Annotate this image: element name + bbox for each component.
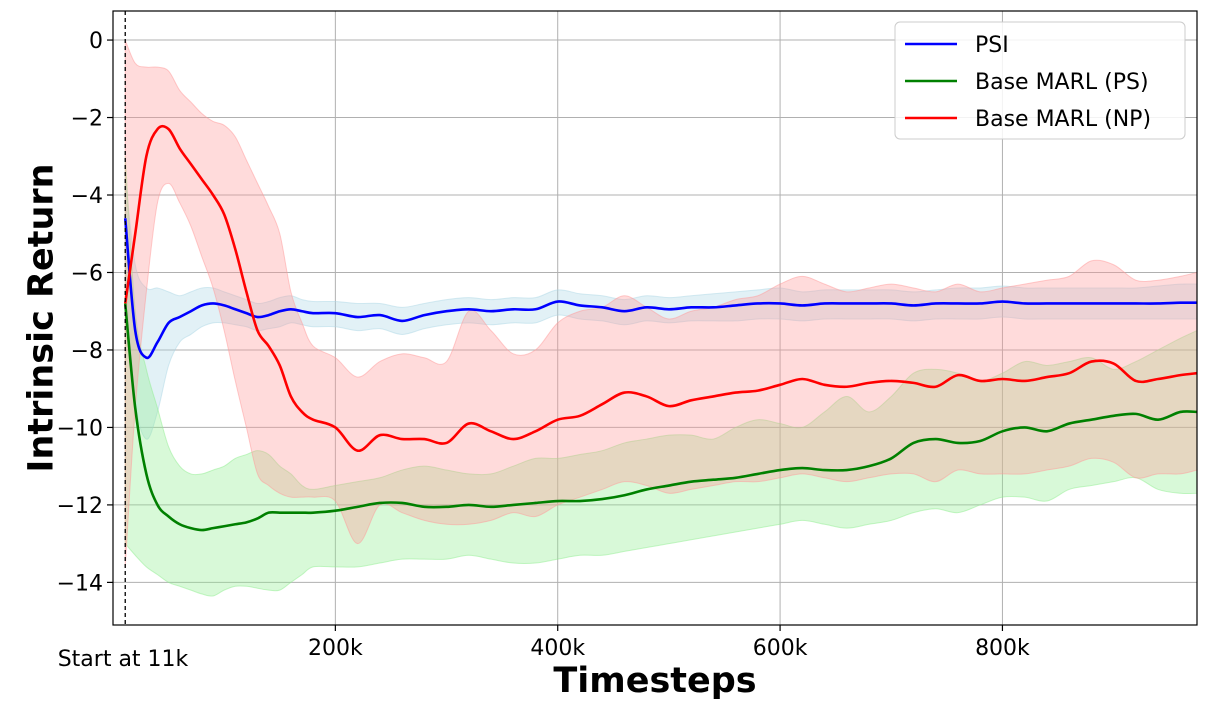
band-1 xyxy=(124,156,1198,597)
series-line-1 xyxy=(123,303,1198,532)
plot-frame xyxy=(112,10,1198,626)
y-tick-label: −8 xyxy=(71,339,103,364)
start-annotation: Start at 11k xyxy=(58,647,189,672)
series-lines xyxy=(123,124,1198,532)
y-tick-label: −14 xyxy=(57,571,103,596)
legend-label: PSI xyxy=(975,33,1009,58)
x-axis-title: Timesteps xyxy=(553,661,756,701)
x-axis-ticks: 200k 400k 600k 800k xyxy=(308,625,1030,661)
x-tick-label: 400k xyxy=(530,636,585,661)
x-tick-label: 600k xyxy=(753,636,808,661)
y-axis-ticks: 0 −2 −4 −6 −8 −10 −12 −14 xyxy=(57,29,113,596)
band-2 xyxy=(124,39,1198,567)
legend-label: Base MARL (PS) xyxy=(975,70,1149,95)
series-line-2 xyxy=(123,124,1198,452)
y-tick-label: −2 xyxy=(71,107,103,132)
y-tick-label: 0 xyxy=(89,29,103,54)
y-tick-label: −12 xyxy=(57,494,103,519)
y-tick-label: −10 xyxy=(57,416,103,441)
legend-box xyxy=(894,21,1186,140)
series-line-0 xyxy=(123,218,1198,360)
y-tick-label: −6 xyxy=(71,261,103,286)
y-tick-label: −4 xyxy=(71,184,103,209)
x-tick-label: 800k xyxy=(975,636,1030,661)
y-axis-title: Intrinsic Return xyxy=(21,163,61,472)
legend-label: Base MARL (NP) xyxy=(975,107,1151,132)
x-tick-label: 200k xyxy=(308,636,363,661)
legend: PSI Base MARL (PS) Base MARL (NP) xyxy=(894,21,1186,140)
